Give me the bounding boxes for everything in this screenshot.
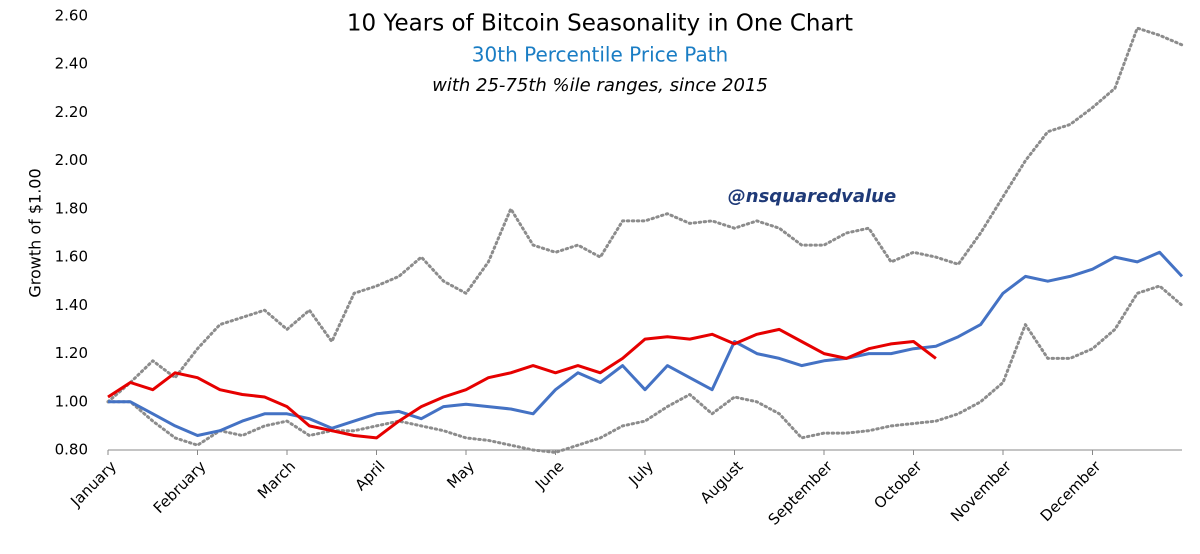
chart-subtitle: 30th Percentile Price Path (472, 43, 728, 67)
x-tick-label: July (624, 457, 657, 490)
y-tick-label: 2.40 (55, 55, 88, 73)
y-tick-label: 2.00 (55, 151, 88, 169)
x-tick-label: August (697, 457, 747, 507)
x-tick-label: December (1037, 457, 1105, 525)
series-line (106, 284, 1184, 454)
series-line (106, 26, 1184, 404)
x-tick-label: March (254, 457, 299, 502)
y-tick-label: 1.80 (55, 199, 88, 217)
y-tick-label: 2.20 (55, 103, 88, 121)
chart-subtitle: with 25-75th %ile ranges, since 2015 (432, 75, 768, 96)
x-tick-label: October (870, 457, 926, 513)
y-tick-label: 0.80 (55, 441, 88, 459)
x-tick-label: April (352, 457, 389, 494)
annotation: @nsquaredvalue (728, 186, 896, 207)
x-tick-label: January (66, 457, 120, 511)
x-tick-label: February (150, 457, 210, 517)
y-tick-label: 1.60 (55, 248, 88, 266)
x-tick-label: November (947, 457, 1015, 525)
series-line (107, 327, 937, 440)
x-tick-label: May (443, 457, 478, 492)
y-tick-label: 1.40 (55, 296, 88, 314)
series-line (108, 250, 1184, 437)
y-tick-label: 1.00 (55, 392, 88, 410)
x-tick-label: September (765, 457, 837, 529)
y-axis-label: Growth of $1.00 (26, 168, 45, 297)
chart-title: 10 Years of Bitcoin Seasonality in One C… (347, 11, 853, 37)
y-tick-label: 2.60 (55, 7, 88, 25)
y-tick-label: 1.20 (55, 344, 88, 362)
x-tick-label: June (531, 457, 568, 494)
